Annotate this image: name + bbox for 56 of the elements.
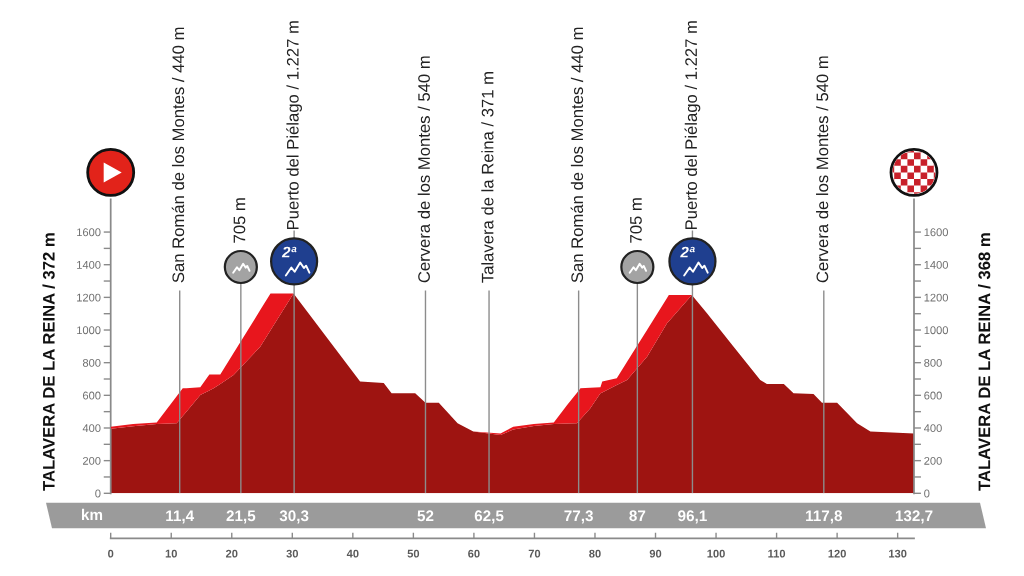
ref-line-label: San Román de los Montes / 440 m [570, 27, 584, 283]
ref-line-label: Puerto del Piélago / 1.227 m [684, 21, 701, 230]
ref-line-label: 705 m [630, 198, 642, 243]
x-tick-label: 60 [468, 549, 480, 558]
y-tick-label: 1600 [77, 228, 101, 237]
annotation: 2ª [680, 246, 695, 258]
x-tick-label: 10 [165, 549, 177, 558]
x2-tick-label: 30,3 [279, 510, 309, 524]
ref-line-label: Talavera de la Reina / 371 m [481, 72, 494, 283]
y-tick-label: 200 [83, 456, 101, 465]
annotation: 2ª [281, 246, 297, 258]
x-tick-label: 90 [649, 549, 662, 558]
y2-tick-label: 800 [924, 358, 942, 367]
x-tick-label: 130 [889, 549, 907, 558]
ref-line-label: San Román de los Montes / 440 m [171, 27, 185, 283]
x-tick-label: 100 [707, 549, 725, 558]
ref-line-label: Cervera de los Montes / 540 m [417, 56, 430, 283]
x2-tick-label: 117,8 [806, 510, 843, 524]
x-tick-label: 110 [768, 549, 786, 558]
x2-tick-label: 77,3 [564, 510, 593, 524]
y-tick-label: 400 [82, 424, 101, 433]
y-tick-label: 600 [83, 391, 101, 400]
x-tick-label: 40 [346, 549, 359, 558]
y-tick-label: 1200 [77, 293, 101, 302]
y-tick-label: 1400 [77, 260, 101, 269]
y2-tick-label: 1600 [924, 228, 949, 237]
x2-tick-label: 52 [417, 510, 434, 522]
x2-tick-label: 132,7 [895, 510, 933, 524]
y-tick-label: 1000 [77, 326, 101, 335]
x-tick-label: 50 [407, 549, 420, 558]
y2-tick-label: 1000 [924, 326, 949, 335]
y2-tick-label: 200 [924, 456, 942, 465]
y2-tick-label: 1400 [924, 260, 949, 269]
y2-tick-label: 600 [924, 391, 942, 400]
y2-tick-label: 1200 [924, 293, 949, 302]
y-tick-label: 0 [95, 489, 101, 498]
x2-tick-label: 21,5 [226, 510, 256, 524]
x2-tick-label: 11,4 [166, 510, 195, 524]
x2-tick-label: 96,1 [678, 510, 707, 524]
y2-tick-label: 0 [924, 489, 930, 498]
x2-tick-label: 62,5 [474, 510, 504, 524]
x-tick-label: 120 [828, 549, 846, 558]
x-tick-label: 30 [286, 549, 299, 558]
x-tick-label: 0 [108, 549, 114, 558]
y-axis-title: TALAVERA DE LA REINA / 372 m [42, 233, 55, 491]
x2-tick-label: 87 [629, 510, 646, 522]
y-tick-label: 800 [82, 358, 101, 367]
y2-tick-label: 400 [923, 424, 942, 433]
y2-axis-title: TALAVERA DE LA REINA / 368 m [978, 233, 991, 491]
x-tick-label: 20 [225, 549, 238, 558]
x-tick-label: 80 [589, 549, 601, 558]
ref-line-label: Cervera de los Montes / 540 m [816, 56, 829, 283]
x-tick-label: 70 [528, 549, 541, 558]
x2-axis-title: km [82, 508, 103, 520]
ref-line-label: 705 m [233, 198, 246, 243]
ref-line-label: Puerto del Piélago / 1.227 m [286, 21, 302, 230]
